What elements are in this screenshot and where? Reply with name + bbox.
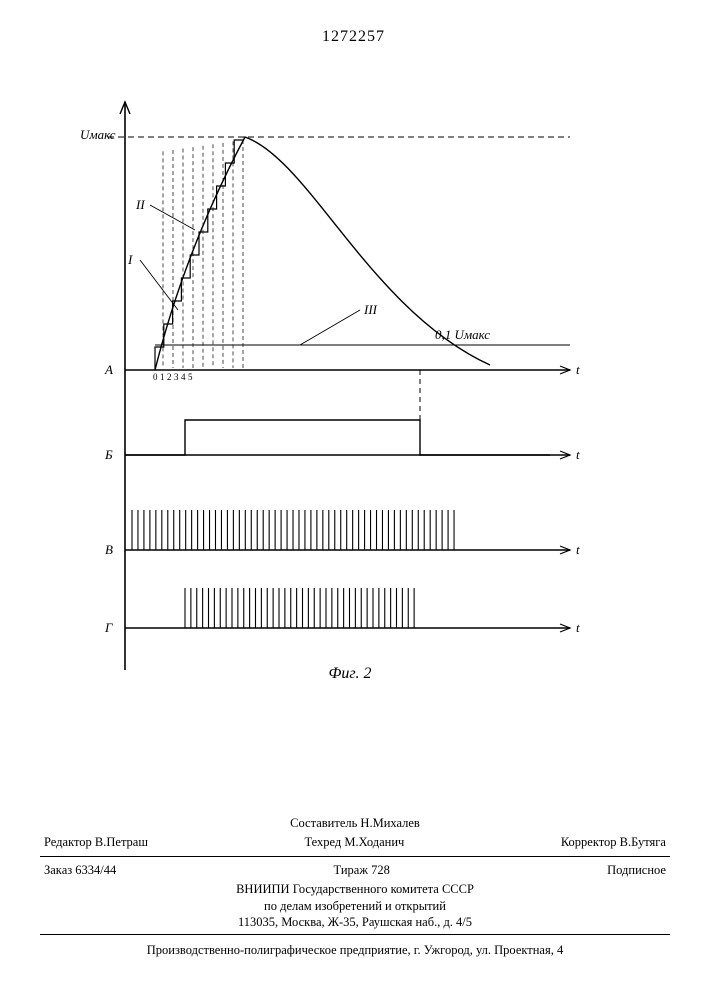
rule-2: [40, 934, 670, 935]
address-line: 113035, Москва, Ж-35, Раушская наб., д. …: [40, 914, 670, 931]
staircase-curve-ii: [155, 140, 243, 370]
panel-a: Uмакс 0,1 Uмакс А t I II III 012345: [80, 127, 580, 455]
curve-label-i: I: [127, 252, 133, 267]
gated-pulses-g: [185, 588, 414, 628]
panel-g-label: Г: [104, 620, 113, 635]
org-line-2: по делам изобретений и открытий: [40, 898, 670, 915]
svg-text:1: 1: [160, 372, 165, 382]
panel-v-t-label: t: [576, 542, 580, 557]
clock-pulses-v: [132, 510, 454, 550]
svg-text:3: 3: [174, 372, 179, 382]
panel-g: Г t: [104, 588, 580, 635]
podpisnoe: Подписное: [607, 862, 666, 879]
panel-a-t-label: t: [576, 362, 580, 377]
gate-pulse: [125, 420, 550, 455]
editor: Редактор В.Петраш: [44, 834, 148, 851]
techred: Техред М.Ходанич: [304, 834, 404, 851]
org-line-1: ВНИИПИ Государственного комитета СССР: [40, 881, 670, 898]
rule-1: [40, 856, 670, 857]
corrector: Корректор В.Бутяга: [561, 834, 666, 851]
svg-text:5: 5: [188, 372, 193, 382]
leader-ii: [150, 205, 195, 230]
panel-a-tick-labels: 012345: [153, 372, 193, 382]
document-number: 1272257: [0, 28, 707, 46]
compiler-line: Составитель Н.Михалев: [40, 815, 670, 834]
tirazh: Тираж 728: [334, 862, 390, 879]
panel-v-label: В: [105, 542, 113, 557]
curve-label-ii: II: [135, 197, 145, 212]
order: Заказ 6334/44: [44, 862, 116, 879]
leader-i: [140, 260, 178, 310]
umax-label: Uмакс: [80, 127, 116, 142]
figure-2: Uмакс 0,1 Uмакс А t I II III 012345 Б t …: [100, 110, 600, 690]
svg-text:0: 0: [153, 372, 158, 382]
svg-text:2: 2: [167, 372, 172, 382]
panel-b: Б t: [104, 420, 580, 462]
panel-a-label: А: [104, 362, 113, 377]
panel-g-t-label: t: [576, 620, 580, 635]
press-line: Производственно-полиграфическое предприя…: [40, 938, 670, 959]
sampling-dashes: [163, 140, 243, 368]
footer-block: Составитель Н.Михалев Редактор В.Петраш …: [40, 815, 670, 959]
svg-text:4: 4: [181, 372, 186, 382]
figure-caption: Фиг. 2: [100, 665, 600, 683]
panel-b-t-label: t: [576, 447, 580, 462]
leader-iii: [300, 310, 360, 345]
figure-svg: Uмакс 0,1 Uмакс А t I II III 012345 Б t …: [100, 110, 600, 690]
curve-label-iii: III: [363, 302, 378, 317]
panel-v: В t: [105, 510, 580, 557]
threshold-label: 0,1 Uмакс: [435, 327, 490, 342]
panel-b-label: Б: [104, 447, 113, 462]
